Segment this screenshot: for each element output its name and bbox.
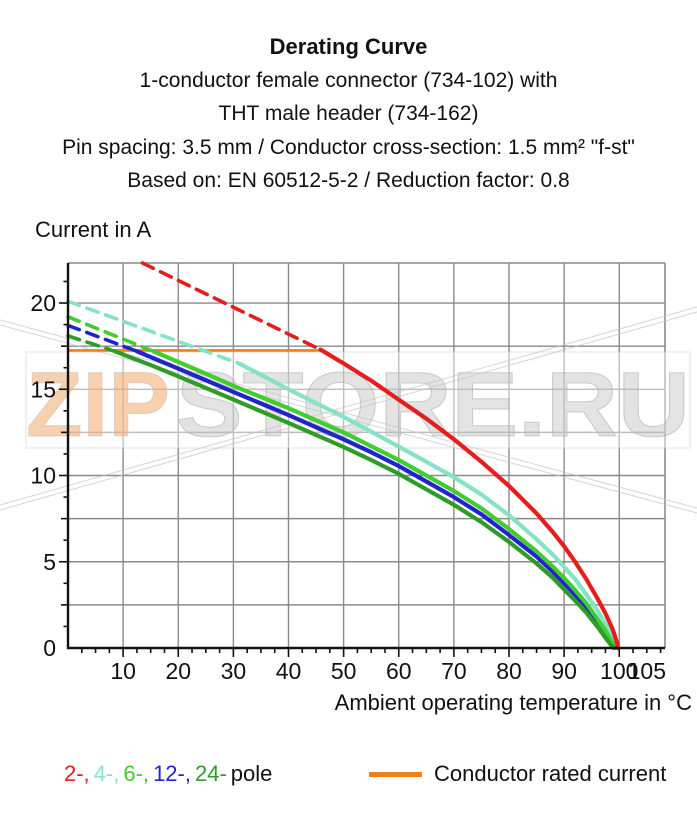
x-axis-title: Ambient operating temperature in °C bbox=[334, 690, 692, 715]
chart-subtitle-1: 1-conductor female connector (734-102) w… bbox=[139, 68, 558, 92]
x-tick-label: 100 bbox=[600, 658, 638, 684]
pole-legend-item: 4-, bbox=[93, 761, 120, 786]
chart-subtitle-3: Pin spacing: 3.5 mm / Conductor cross-se… bbox=[62, 135, 635, 159]
y-axis-title: Current in A bbox=[35, 217, 152, 242]
rated-current-legend: Conductor rated current bbox=[369, 761, 666, 787]
x-tick-label: 90 bbox=[551, 658, 577, 684]
curve-6-pole-dashed bbox=[66, 315, 156, 354]
curve-4-pole-dashed bbox=[66, 299, 241, 366]
y-tick-label: 10 bbox=[30, 463, 56, 489]
x-tick-label: 50 bbox=[331, 658, 357, 684]
curve-6-pole bbox=[151, 349, 617, 651]
pole-legend-item: 2-, bbox=[64, 761, 90, 786]
pole-legend-item: 24- bbox=[194, 761, 227, 786]
x-tick-label: 105 bbox=[628, 658, 666, 684]
y-tick-label: 15 bbox=[30, 376, 56, 402]
x-tick-label: 10 bbox=[110, 658, 136, 684]
pole-legend-item: 12-, bbox=[153, 761, 191, 786]
chart-header: Derating Curve 1-conductor female connec… bbox=[0, 30, 697, 198]
curve-2-pole bbox=[318, 347, 621, 651]
chart-subtitle-2: THT male header (734-162) bbox=[218, 102, 479, 125]
chart-subtitle-4: Based on: EN 60512-5-2 / Reduction facto… bbox=[127, 169, 570, 192]
watermark-zip: ZIP bbox=[26, 354, 170, 456]
y-tick-label: 5 bbox=[43, 549, 56, 575]
x-tick-label: 80 bbox=[496, 658, 522, 684]
curve-12-pole-dashed bbox=[66, 323, 139, 354]
rated-current-label: Conductor rated current bbox=[434, 761, 667, 786]
x-tick-label: 40 bbox=[276, 658, 302, 684]
curve-24-pole-dashed bbox=[66, 334, 117, 354]
watermark-store: STORE.RU bbox=[176, 354, 690, 456]
pole-legend-item: 6-, bbox=[123, 761, 150, 786]
pole-legend-suffix: pole bbox=[230, 761, 273, 786]
x-tick-label: 60 bbox=[386, 658, 412, 684]
y-tick-label: 20 bbox=[30, 290, 56, 316]
curve-4-pole bbox=[236, 361, 619, 651]
watermark-box bbox=[25, 351, 691, 449]
pole-legend: 2-, 4-, 6-, 12-, 24- pole bbox=[64, 761, 276, 787]
chart-title: Derating Curve bbox=[269, 34, 428, 59]
rated-current-swatch bbox=[369, 771, 422, 777]
watermark-diagonal-line bbox=[0, 311, 697, 511]
watermark-diagonal-line bbox=[0, 306, 697, 506]
y-tick-label: 0 bbox=[43, 635, 56, 661]
curve-24-pole bbox=[112, 349, 616, 651]
x-tick-label: 30 bbox=[221, 658, 247, 684]
x-tick-label: 70 bbox=[441, 658, 467, 684]
curve-2-pole-dashed bbox=[140, 261, 323, 352]
x-tick-label: 20 bbox=[165, 658, 191, 684]
